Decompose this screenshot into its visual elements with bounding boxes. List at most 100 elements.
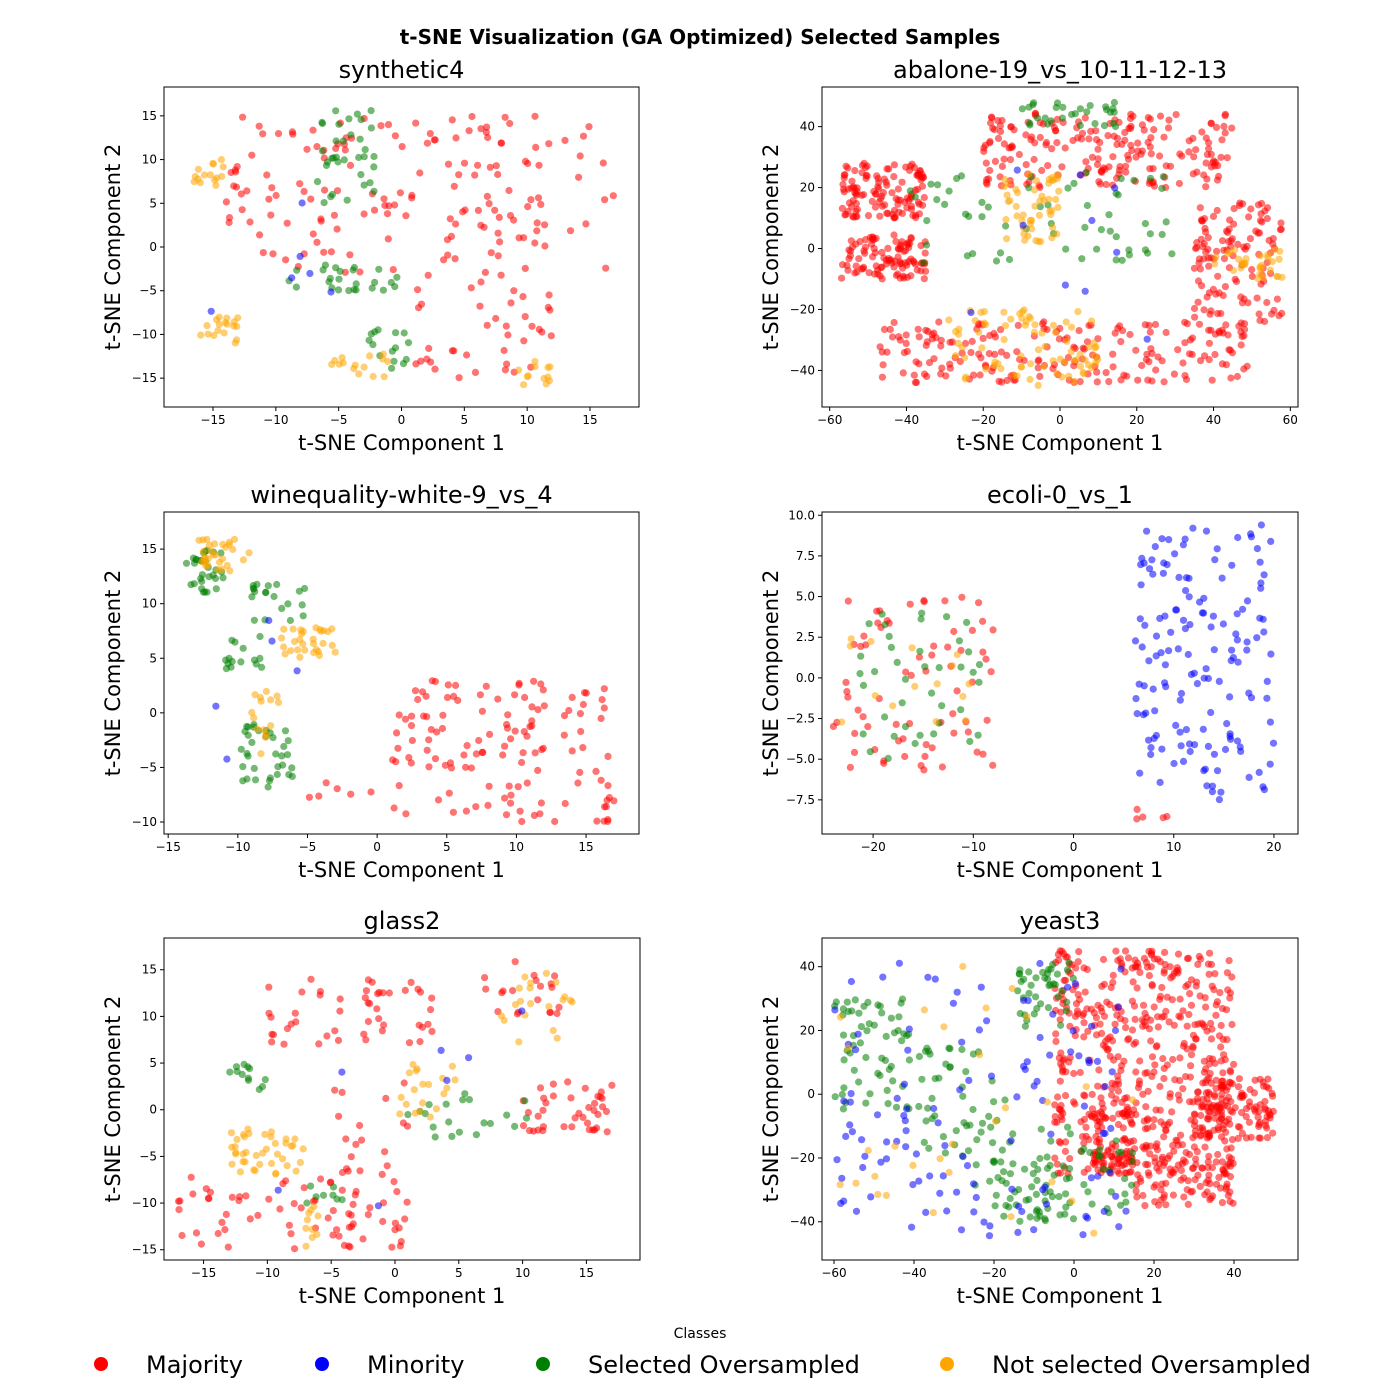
point-majority: [356, 268, 364, 276]
point-majority: [401, 986, 409, 995]
point-majority: [482, 985, 490, 993]
point-selected: [851, 996, 859, 1004]
point-not_selected: [294, 646, 302, 654]
y-tick-label: 10: [142, 1009, 157, 1023]
point-not_selected: [958, 343, 966, 351]
point-majority: [1176, 150, 1184, 158]
point-selected: [379, 286, 387, 294]
point-majority: [346, 161, 355, 169]
point-majority: [1175, 179, 1183, 188]
point-majority: [909, 211, 917, 220]
point-not_selected: [1053, 175, 1062, 183]
point-majority: [1217, 153, 1225, 161]
point-selected: [1086, 102, 1094, 110]
point-majority: [1246, 235, 1254, 243]
point-majority: [868, 197, 876, 205]
point-majority: [1076, 1068, 1084, 1077]
point-minority: [908, 1223, 916, 1231]
point-majority: [1223, 1180, 1231, 1188]
point-majority: [892, 720, 900, 729]
point-majority: [1147, 1037, 1155, 1045]
point-not_selected: [290, 637, 299, 646]
point-majority: [920, 275, 928, 283]
point-not_selected: [240, 1133, 249, 1141]
point-majority: [1263, 1134, 1271, 1142]
point-minority: [443, 1076, 451, 1084]
point-majority: [403, 1198, 411, 1206]
point-majority: [1082, 1123, 1090, 1131]
point-majority: [915, 653, 924, 661]
panel-5: glass2−15 −10 −5 0 5 10 15−15−10−5051015t-SNE …: [101, 907, 641, 1308]
point-minority: [1013, 1093, 1021, 1101]
point-minority: [1008, 1185, 1016, 1193]
point-not_selected: [299, 627, 307, 636]
point-selected: [1044, 975, 1052, 983]
point-selected: [857, 652, 865, 660]
point-not_selected: [1045, 195, 1053, 203]
x-tick-label: −40: [901, 1266, 926, 1280]
point-not_selected: [1061, 358, 1069, 366]
point-majority: [1109, 153, 1117, 161]
point-majority: [1233, 372, 1241, 381]
x-tick-label: 5: [455, 1266, 463, 1280]
point-selected: [991, 1202, 999, 1210]
point-majority: [1247, 1133, 1255, 1141]
point-majority: [441, 761, 449, 769]
point-majority: [533, 219, 541, 227]
point-minority: [1223, 720, 1231, 728]
point-majority: [1102, 1037, 1110, 1045]
y-tick-label: −20: [790, 1151, 815, 1165]
point-majority: [462, 807, 470, 815]
point-majority: [503, 360, 511, 368]
point-minority: [1226, 693, 1234, 701]
point-selected: [286, 616, 294, 625]
point-not_selected: [440, 1090, 448, 1098]
point-not_selected: [410, 1086, 418, 1094]
point-majority: [1150, 1003, 1158, 1011]
point-majority: [577, 727, 585, 736]
point-majority: [1185, 350, 1194, 358]
point-majority: [975, 599, 983, 607]
point-majority: [296, 180, 304, 188]
point-majority: [564, 1078, 572, 1086]
point-majority: [1198, 128, 1206, 136]
point-selected: [920, 259, 928, 267]
point-not_selected: [253, 725, 261, 733]
point-majority: [1061, 144, 1069, 152]
point-majority: [1118, 1062, 1126, 1070]
point-majority: [530, 677, 538, 685]
point-selected: [347, 131, 355, 139]
point-not_selected: [296, 653, 304, 661]
point-not_selected: [1079, 368, 1087, 376]
x-tick-label: 0: [1070, 840, 1078, 854]
point-selected: [878, 1009, 886, 1017]
point-majority: [890, 231, 898, 239]
point-majority: [1177, 1131, 1185, 1139]
point-minority: [1234, 533, 1242, 542]
point-majority: [1222, 1097, 1230, 1105]
point-not_selected: [1070, 377, 1078, 385]
point-selected: [461, 1090, 469, 1098]
point-majority: [873, 607, 881, 615]
point-majority: [1221, 112, 1229, 120]
point-majority: [1207, 1035, 1216, 1043]
point-majority: [1199, 243, 1207, 251]
point-selected: [1128, 1181, 1136, 1189]
point-selected: [1112, 1137, 1120, 1145]
point-majority: [1119, 327, 1127, 335]
point-selected: [248, 738, 256, 747]
point-not_selected: [936, 1155, 944, 1163]
point-majority: [1263, 215, 1271, 223]
point-majority: [1150, 1183, 1158, 1191]
point-not_selected: [307, 1206, 315, 1214]
point-not_selected: [965, 680, 973, 688]
point-majority: [1072, 1000, 1081, 1008]
point-not_selected: [1002, 216, 1010, 224]
point-selected: [404, 339, 413, 347]
x-tick-label: −15: [191, 1266, 216, 1280]
point-minority: [1172, 606, 1180, 614]
point-minority: [1177, 689, 1186, 698]
point-minority: [983, 1017, 991, 1025]
point-selected: [262, 588, 270, 597]
